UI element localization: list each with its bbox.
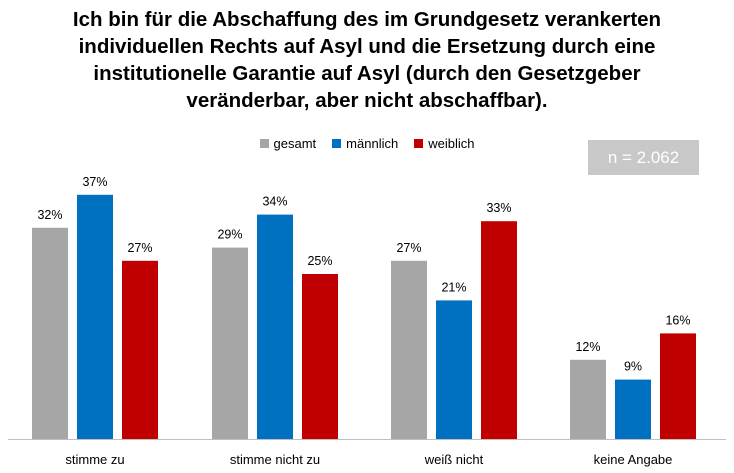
- bar-stimme-nicht-zu-weiblich: [302, 274, 338, 439]
- bar-weiss-nicht-gesamt: [391, 260, 427, 439]
- bar-stimme-zu-gesamt: [32, 227, 68, 439]
- bar-weiss-nicht-weiblich: [481, 221, 517, 439]
- bar-stimme-zu-maennlich: [77, 194, 113, 439]
- data-label-stimme-nicht-zu-gesamt: 29%: [217, 228, 242, 242]
- category-label-keine-angabe: keine Angabe: [594, 452, 673, 467]
- data-label-stimme-nicht-zu-weiblich: 25%: [307, 254, 332, 268]
- data-label-weiss-nicht-maennlich: 21%: [441, 280, 466, 294]
- legend: gesamt männlich weiblich: [0, 136, 734, 151]
- legend-swatch-weiblich: [414, 139, 424, 148]
- legend-item-gesamt: gesamt: [259, 136, 317, 151]
- legend-swatch-maennlich: [332, 139, 342, 148]
- data-label-stimme-zu-gesamt: 32%: [37, 208, 62, 222]
- legend-label-weiblich: weiblich: [428, 136, 475, 151]
- data-label-stimme-nicht-zu-maennlich: 34%: [262, 195, 287, 209]
- bar-keine-angabe-weiblich: [660, 333, 696, 439]
- category-label-stimme-zu: stimme zu: [65, 452, 124, 467]
- legend-label-maennlich: männlich: [346, 136, 399, 151]
- data-label-stimme-zu-weiblich: 27%: [127, 241, 152, 255]
- data-label-stimme-zu-maennlich: 37%: [82, 175, 107, 189]
- bar-stimme-nicht-zu-gesamt: [212, 247, 248, 439]
- data-label-weiss-nicht-gesamt: 27%: [396, 241, 421, 255]
- legend-label-gesamt: gesamt: [273, 136, 317, 151]
- chart-title: Ich bin für die Abschaffung des im Grund…: [20, 6, 714, 114]
- data-label-keine-angabe-weiblich: 16%: [665, 313, 690, 327]
- bar-keine-angabe-gesamt: [570, 359, 606, 439]
- category-label-stimme-nicht-zu: stimme nicht zu: [230, 452, 320, 467]
- legend-item-maennlich: männlich: [332, 136, 398, 151]
- data-label-weiss-nicht-weiblich: 33%: [486, 201, 511, 215]
- chart-title-line-1: Ich bin für die Abschaffung des im Grund…: [72, 8, 662, 31]
- chart-title-line-2: individuellen Rechts auf Asyl und die Er…: [78, 35, 656, 58]
- data-label-keine-angabe-gesamt: 12%: [575, 340, 600, 354]
- chart-title-line-3: institutionelle Garantie auf Asyl (durch…: [93, 62, 641, 85]
- bar-stimme-zu-weiblich: [122, 260, 158, 439]
- legend-swatch-gesamt: [259, 139, 269, 148]
- bar-keine-angabe-maennlich: [615, 379, 651, 439]
- legend-item-weiblich: weiblich: [414, 136, 474, 151]
- data-label-keine-angabe-maennlich: 9%: [624, 360, 642, 374]
- category-label-weiss-nicht: weiß nicht: [424, 452, 484, 467]
- bar-weiss-nicht-maennlich: [436, 300, 472, 439]
- chart-title-line-4: veränderbar, aber nicht abschaffbar).: [186, 89, 548, 112]
- sample-size-badge: n = 2.062: [588, 140, 699, 175]
- bar-stimme-nicht-zu-maennlich: [257, 214, 293, 439]
